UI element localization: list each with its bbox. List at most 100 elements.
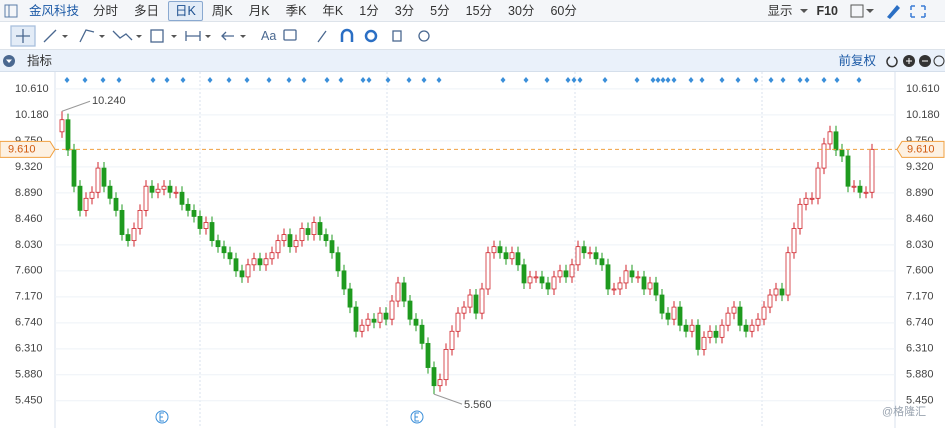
period-tab[interactable]: 年K [322,3,344,18]
candle-body [437,379,443,387]
f10-button[interactable]: F10 [816,3,838,18]
candle-body [125,234,131,242]
candle-body [227,252,233,260]
candle-body [767,294,773,308]
candle-body [539,276,545,284]
price-tag-left [0,140,56,158]
candle-body [527,276,533,284]
y-tick-label: 9.320 [15,161,43,173]
adjust-label[interactable]: 前复权 [838,53,876,68]
event-marker [164,77,170,83]
period-tab[interactable]: 15分 [465,3,493,18]
candle-body [713,330,719,338]
display-menu[interactable]: 显示 [767,3,793,18]
candle-body [521,264,527,284]
event-marker [602,77,608,83]
candle-body [275,240,281,254]
event-marker [301,77,307,83]
caret [800,8,809,13]
period-tab[interactable]: 周K [211,3,233,18]
candle-body [869,148,875,193]
candle-body [65,119,71,151]
period-tab[interactable]: 分时 [93,3,119,18]
candle-body [245,264,251,278]
candle-body [749,324,755,332]
y-tick-label-right: 7.600 [906,265,934,277]
candle-body [773,288,779,296]
toggle-icon[interactable] [0,50,20,72]
event-marker [500,77,506,83]
event-marker [100,77,106,83]
y-tick-label: 7.600 [15,265,43,277]
candle-body [425,342,431,368]
candle-body [299,228,305,242]
candle-body [761,306,767,320]
candle-body [167,185,173,193]
event-marker [804,77,810,83]
candle-body [779,288,785,296]
candle-body [443,349,449,381]
event-marker [753,77,759,83]
candle-body [317,222,323,235]
candle-body [389,300,395,320]
candle-body [821,143,827,169]
price-tag-right [896,140,945,158]
min-label: 5.560 [464,399,492,411]
event-marker [180,77,186,83]
indicator-label[interactable]: 指标 [27,53,53,68]
event-marker [665,77,671,83]
candle-body [581,246,587,254]
candle-body [569,264,575,278]
candle-body [341,270,347,290]
y-tick-label-right: 8.460 [906,213,934,225]
candle-body [401,282,407,302]
candle-body [173,191,179,194]
period-tab[interactable]: 5分 [430,3,450,18]
candle-body [857,185,863,193]
event-marker [856,77,862,83]
candle-body [371,318,377,323]
candle-body [419,324,425,344]
candle-body [797,203,803,229]
candle-body [497,246,503,254]
candle-body [269,252,275,260]
candle-body [563,270,569,278]
period-tab[interactable]: 1分 [359,3,379,18]
y-tick-label: 5.880 [15,369,43,381]
candle-body [449,330,455,350]
candle-body [203,222,209,229]
candle-body [611,288,617,291]
y-tick-label: 5.450 [15,395,43,407]
period-tab[interactable]: 季K [285,3,307,18]
period-tab[interactable]: 30分 [508,3,535,18]
candle-body [149,185,155,193]
candle-body [635,276,641,279]
period-tab[interactable]: 多日 [134,3,160,18]
event-marker [436,77,442,83]
candle-body [353,306,359,332]
candle-body [725,312,731,326]
candle-body [665,312,671,320]
candle-body [491,246,497,254]
candle-body [641,276,647,290]
candle-body [503,252,509,260]
font-tool[interactable]: Aa [261,28,277,43]
candle-body [815,167,821,199]
candle-body [71,149,77,187]
stock-name[interactable]: 金风科技 [29,3,80,18]
period-tab[interactable]: 3分 [394,3,415,18]
indicator-bar: 指标 前复权 [0,50,945,72]
candle-body [191,209,197,217]
candle-body [473,294,479,314]
period-tab[interactable]: 60分 [550,3,577,18]
candle-body [803,197,809,205]
y-tick-label: 8.460 [15,213,43,225]
event-marker [226,77,232,83]
period-tab[interactable]: 日K [168,0,203,21]
y-tick-label: 7.170 [15,291,43,303]
candle-body [263,258,269,266]
candle-body [185,203,191,211]
period-tab[interactable]: 月K [248,3,270,18]
candle-body [737,306,743,326]
